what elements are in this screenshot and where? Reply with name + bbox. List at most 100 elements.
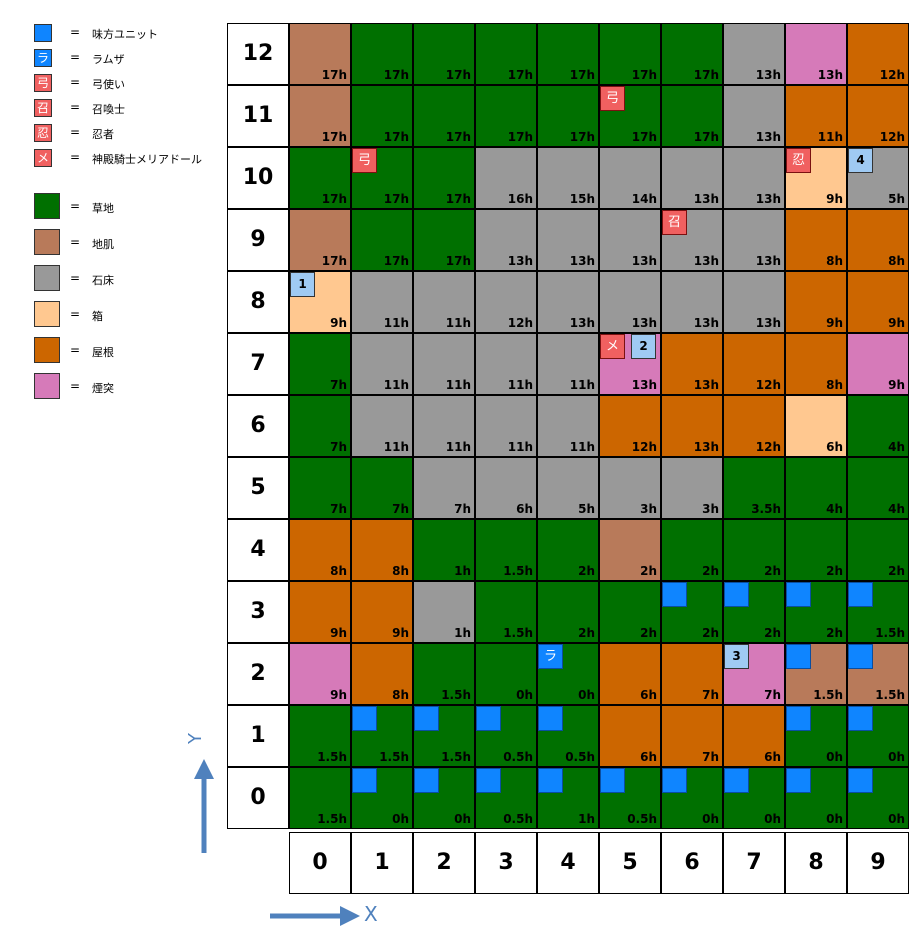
map-tile[interactable]: 1.5h xyxy=(475,519,537,581)
map-tile[interactable]: 17h xyxy=(413,209,475,271)
map-tile[interactable]: 17h xyxy=(289,147,351,209)
ally-unit[interactable] xyxy=(848,582,873,607)
map-tile[interactable]: 14h xyxy=(599,147,661,209)
map-tile[interactable]: 1h xyxy=(413,581,475,643)
ally-unit[interactable] xyxy=(352,768,377,793)
map-tile[interactable]: 12h xyxy=(847,23,909,85)
archer-unit[interactable]: 弓 xyxy=(352,148,377,173)
map-tile[interactable]: 12h xyxy=(723,333,785,395)
map-tile[interactable]: 13h xyxy=(723,209,785,271)
ninja-unit[interactable]: 忍 xyxy=(786,148,811,173)
map-tile[interactable]: 7h xyxy=(661,643,723,705)
map-tile[interactable]: 11h xyxy=(413,271,475,333)
ally-unit[interactable] xyxy=(786,768,811,793)
map-tile[interactable]: 12h xyxy=(723,395,785,457)
map-tile[interactable]: 17h xyxy=(289,209,351,271)
map-tile[interactable]: 6h xyxy=(723,705,785,767)
meliadoul-unit[interactable]: メ xyxy=(600,334,625,359)
map-tile[interactable]: 13h xyxy=(723,23,785,85)
map-tile[interactable]: 8h xyxy=(351,643,413,705)
ally-unit[interactable] xyxy=(476,706,501,731)
map-tile[interactable]: 17h xyxy=(351,85,413,147)
map-tile[interactable]: 8h xyxy=(289,519,351,581)
map-tile[interactable]: 11h xyxy=(785,85,847,147)
ally-unit[interactable] xyxy=(786,582,811,607)
map-tile[interactable]: 2h xyxy=(661,519,723,581)
ally-unit[interactable] xyxy=(352,706,377,731)
map-tile[interactable]: 11h xyxy=(351,395,413,457)
map-tile[interactable]: 7h xyxy=(289,333,351,395)
ally-unit[interactable] xyxy=(786,706,811,731)
map-tile[interactable]: 9h xyxy=(289,271,351,333)
map-tile[interactable]: 11h xyxy=(475,395,537,457)
map-tile[interactable]: 2h xyxy=(599,581,661,643)
map-tile[interactable]: 2h xyxy=(723,519,785,581)
map-tile[interactable]: 1.5h xyxy=(289,767,351,829)
map-tile[interactable]: 12h xyxy=(847,85,909,147)
map-tile[interactable]: 12h xyxy=(475,271,537,333)
map-tile[interactable]: 13h xyxy=(661,333,723,395)
map-tile[interactable]: 3.5h xyxy=(723,457,785,519)
map-tile[interactable]: 7h xyxy=(661,705,723,767)
map-tile[interactable]: 13h xyxy=(785,23,847,85)
map-tile[interactable]: 17h xyxy=(537,85,599,147)
map-tile[interactable]: 15h xyxy=(537,147,599,209)
map-tile[interactable]: 4h xyxy=(847,395,909,457)
map-tile[interactable]: 17h xyxy=(599,23,661,85)
map-tile[interactable]: 13h xyxy=(475,209,537,271)
map-tile[interactable]: 11h xyxy=(537,395,599,457)
map-tile[interactable]: 3h xyxy=(661,457,723,519)
map-tile[interactable]: 2h xyxy=(599,519,661,581)
ally-unit[interactable] xyxy=(414,706,439,731)
map-tile[interactable]: 13h xyxy=(723,85,785,147)
ally-unit[interactable] xyxy=(538,706,563,731)
ally-unit[interactable] xyxy=(662,768,687,793)
map-tile[interactable]: 2h xyxy=(785,519,847,581)
map-tile[interactable]: 17h xyxy=(413,147,475,209)
map-tile[interactable]: 13h xyxy=(537,271,599,333)
map-tile[interactable]: 8h xyxy=(785,209,847,271)
map-tile[interactable]: 13h xyxy=(537,209,599,271)
map-tile[interactable]: 17h xyxy=(475,23,537,85)
map-tile[interactable]: 11h xyxy=(351,333,413,395)
map-tile[interactable]: 6h xyxy=(599,705,661,767)
map-tile[interactable]: 2h xyxy=(537,581,599,643)
map-tile[interactable]: 1.5h xyxy=(847,581,909,643)
ally-unit[interactable] xyxy=(848,768,873,793)
map-tile[interactable]: 17h xyxy=(475,85,537,147)
ally-start-1[interactable]: 1 xyxy=(290,272,315,297)
ramza-unit[interactable]: ラ xyxy=(538,644,563,669)
ally-unit[interactable] xyxy=(538,768,563,793)
map-tile[interactable]: 8h xyxy=(351,519,413,581)
map-tile[interactable]: 13h xyxy=(661,147,723,209)
archer-unit[interactable]: 弓 xyxy=(600,86,625,111)
ally-unit[interactable] xyxy=(724,768,749,793)
map-tile[interactable]: 17h xyxy=(661,23,723,85)
ally-unit[interactable] xyxy=(848,706,873,731)
map-tile[interactable]: 4h xyxy=(785,457,847,519)
map-tile[interactable]: 9h xyxy=(847,333,909,395)
map-tile[interactable]: 2h xyxy=(537,519,599,581)
map-tile[interactable]: 13h xyxy=(723,271,785,333)
map-tile[interactable]: 13h xyxy=(661,395,723,457)
map-tile[interactable]: 1.5h xyxy=(847,643,909,705)
map-tile[interactable]: 17h xyxy=(661,85,723,147)
map-tile[interactable]: 3h xyxy=(599,457,661,519)
ally-start-3[interactable]: 3 xyxy=(724,644,749,669)
map-tile[interactable]: 17h xyxy=(537,23,599,85)
map-tile[interactable]: 13h xyxy=(661,271,723,333)
summoner-unit[interactable]: 召 xyxy=(662,210,687,235)
map-tile[interactable]: 17h xyxy=(413,85,475,147)
ally-unit[interactable] xyxy=(848,644,873,669)
map-tile[interactable]: 1.5h xyxy=(413,643,475,705)
ally-unit[interactable] xyxy=(600,768,625,793)
ally-unit[interactable] xyxy=(662,582,687,607)
map-tile[interactable]: 6h xyxy=(599,643,661,705)
map-tile[interactable]: 11h xyxy=(475,333,537,395)
map-tile[interactable]: 4h xyxy=(847,457,909,519)
map-tile[interactable]: 1h xyxy=(413,519,475,581)
ally-start-2[interactable]: 2 xyxy=(631,334,656,359)
map-tile[interactable]: 17h xyxy=(351,23,413,85)
map-tile[interactable]: 0h xyxy=(475,643,537,705)
map-tile[interactable]: 13h xyxy=(599,209,661,271)
